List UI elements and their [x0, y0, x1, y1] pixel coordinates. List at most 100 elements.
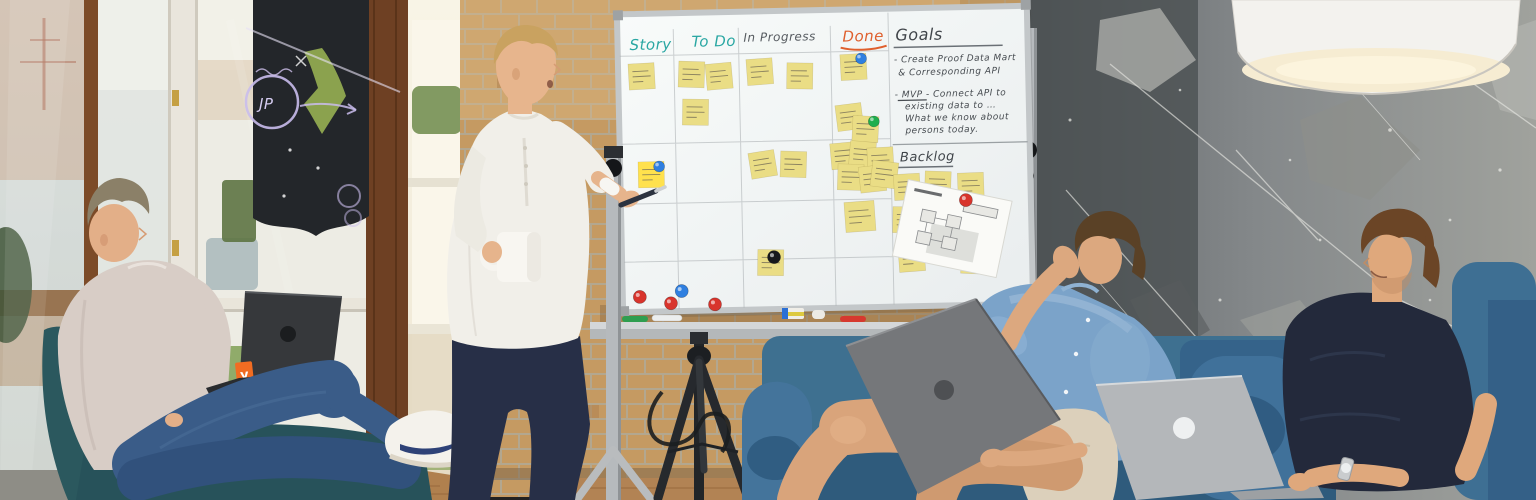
goals-line-6: persons today. [904, 125, 978, 137]
hand-on-face [1052, 245, 1080, 279]
hair [1361, 208, 1435, 258]
sticky-note [745, 57, 774, 86]
sticky-note [627, 62, 656, 91]
ear [512, 68, 520, 80]
arm [170, 287, 208, 423]
magnet [708, 297, 722, 312]
hand-mug [482, 241, 502, 263]
hinge [172, 240, 179, 256]
apple-logo [934, 380, 954, 400]
red-marker [840, 316, 866, 322]
pendant-lamp [1231, 0, 1521, 96]
marker-tray [590, 322, 1118, 329]
laptop-couch [846, 299, 1060, 494]
goals-line-3: - MVP - Connect API to [895, 88, 1007, 100]
smile [1370, 270, 1388, 278]
head [1368, 233, 1412, 285]
backlog-title: Backlog [900, 149, 955, 165]
goals-line-5: What we know about [905, 112, 1009, 124]
green-chevron [304, 48, 346, 134]
raised-arm [998, 262, 1068, 352]
magnet [767, 250, 781, 264]
sticky-note [786, 62, 814, 90]
hair [87, 178, 150, 226]
head [1078, 232, 1122, 284]
presenter [447, 24, 667, 500]
goals-line-1: - Create Proof Data Mart [894, 53, 1016, 66]
stand-pole-left [606, 146, 621, 500]
sticky-note [779, 150, 808, 179]
couch-man [777, 210, 1182, 500]
glue-stick [782, 308, 804, 319]
magnets [633, 193, 973, 312]
hand [980, 448, 1004, 468]
wristband [599, 177, 620, 196]
hair [493, 24, 558, 64]
sticky-note [839, 52, 868, 81]
topiary [222, 180, 256, 242]
right-forearm [1455, 393, 1497, 481]
navy-tshirt [1282, 292, 1474, 492]
nike-swoosh [400, 440, 462, 455]
whiteboard-assembly: Story To Do In Progress Done Goals - Cre… [574, 0, 1118, 500]
goals-title: Goals [895, 25, 943, 45]
magnet [664, 296, 678, 311]
glass-annotation: JP [256, 95, 274, 113]
ear [100, 234, 108, 246]
pinned-paper [891, 178, 1013, 279]
laptop-right [1096, 376, 1284, 500]
column-header-story: Story [629, 35, 672, 54]
hand [1288, 473, 1312, 491]
head [496, 30, 556, 106]
green-marker [622, 316, 648, 322]
goals-line-4: existing data to … [905, 100, 997, 112]
sticky-note [704, 61, 734, 91]
stand-legs [574, 446, 654, 500]
plaster-patch [1096, 8, 1196, 92]
watch [1337, 456, 1355, 481]
magnet [674, 284, 689, 298]
hand [165, 413, 183, 427]
sticky-note [637, 160, 665, 189]
banner [253, 0, 369, 236]
magnet [868, 115, 880, 128]
glass-sketch: JP [244, 27, 401, 227]
white-tube [812, 310, 825, 319]
mouth [547, 80, 553, 88]
hinge [172, 90, 179, 106]
hair [1074, 210, 1141, 256]
lap-forearm [1303, 463, 1409, 487]
sticky-notes [627, 52, 989, 277]
tripod [647, 332, 753, 500]
sticky-note [851, 115, 880, 143]
knee [830, 416, 866, 444]
cable [647, 390, 731, 454]
trousers [448, 334, 590, 500]
head [89, 204, 139, 262]
sticky-note [747, 149, 778, 180]
whiteboard: Story To Do In Progress Done Goals - Cre… [612, 0, 1038, 319]
sticky-note [682, 98, 709, 126]
sticky-note [677, 60, 706, 89]
sketch-circle [244, 74, 300, 130]
plant-reflection [0, 227, 32, 343]
marker [618, 188, 659, 208]
goals-line-2: & Corresponding API [898, 66, 1001, 78]
sticky-note [843, 200, 877, 233]
right-man [1095, 208, 1497, 500]
lap-arm [992, 442, 1088, 467]
magnet [855, 52, 867, 65]
magnet [959, 193, 973, 207]
seated-man-left: y [42, 178, 477, 500]
column-header-todo: To Do [691, 32, 736, 51]
magnet [653, 160, 665, 173]
nose [553, 63, 562, 76]
sleeve [453, 146, 487, 252]
white-marker [651, 314, 683, 322]
jeans-shin [117, 436, 421, 500]
nose [138, 227, 148, 241]
magnet [633, 290, 647, 304]
sticker-letter: y [239, 368, 250, 384]
nose [1362, 257, 1370, 268]
